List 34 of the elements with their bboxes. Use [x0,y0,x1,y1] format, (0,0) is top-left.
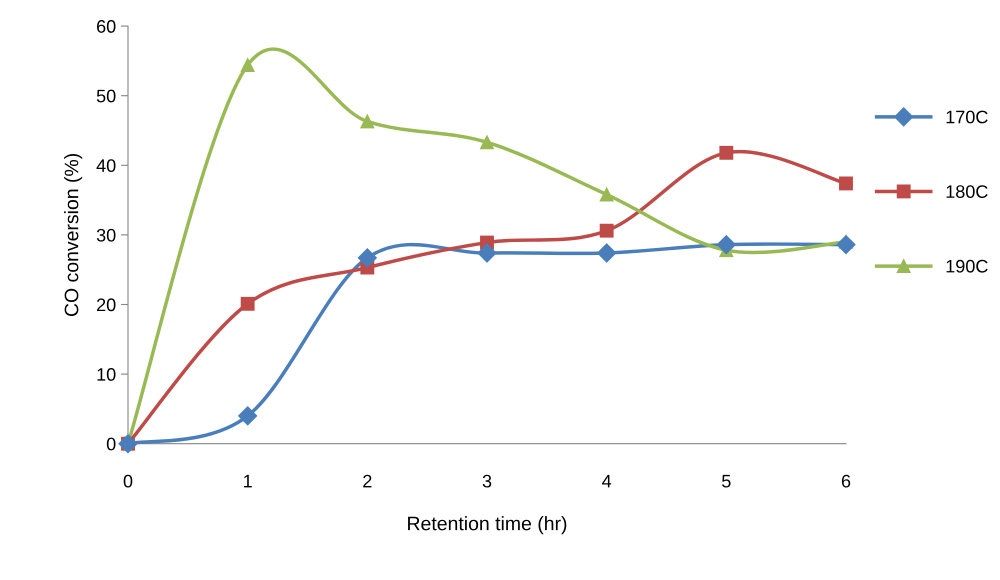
point [477,243,497,263]
legend-label: 170C [946,110,988,124]
x-tick-label: 3 [482,474,492,488]
point [240,58,255,72]
x-tick-label: 5 [722,474,731,488]
point [600,188,614,202]
y-tick-label: 40 [96,159,116,172]
y-tick-label: 20 [97,298,116,312]
y-tick-label: 0 [106,438,116,450]
y-tick-label: 60 [97,20,116,33]
y-tick-label: 30 [96,228,116,242]
y-tick-label: 50 [96,90,116,102]
y-axis-title: CO conversion (%) [64,154,82,316]
point [118,434,138,454]
point [358,248,377,268]
point [480,135,494,150]
x-tick-label: 1 [244,474,252,488]
x-tick-label: 0 [124,474,132,488]
y-tick-label: 10 [97,368,116,381]
x-axis-title: Retention time (hr) [408,516,566,534]
point [240,296,255,311]
point [716,235,736,254]
x-tick-label: 2 [363,474,372,488]
point [238,406,258,426]
point [839,176,853,190]
x-tick-label: 4 [602,474,612,488]
point [719,146,734,160]
point [360,114,374,128]
legend-label: 190C [946,260,988,273]
x-tick-label: 6 [842,474,850,488]
point [597,243,616,263]
point [836,235,856,254]
point [600,224,614,238]
legend-label: 180C [946,185,988,198]
